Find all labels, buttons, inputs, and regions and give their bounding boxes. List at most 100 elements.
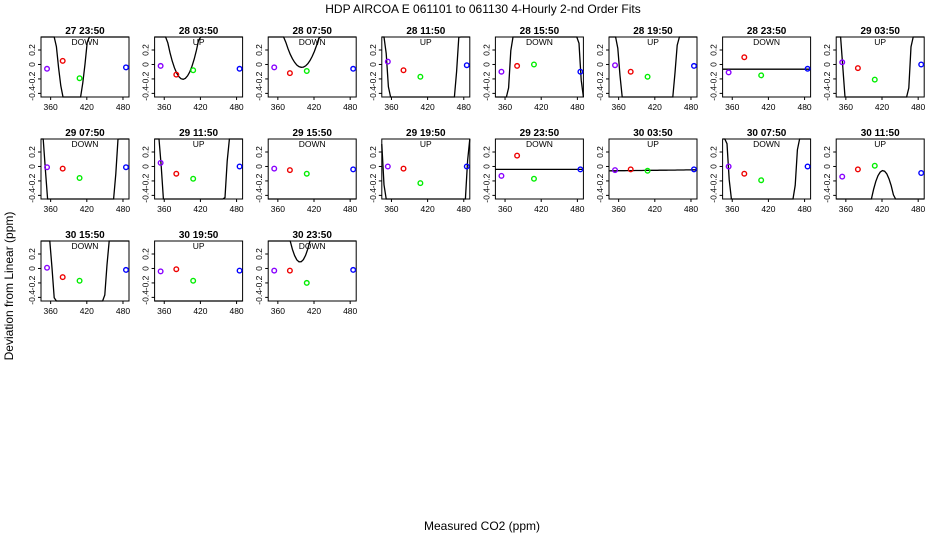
- x-tick-label: 420: [875, 102, 889, 112]
- data-point: [122, 64, 129, 71]
- panel-subtitle: DOWN: [526, 37, 553, 47]
- y-tick-label: -0.4: [141, 188, 151, 203]
- y-tick-label: -0.2: [27, 71, 37, 86]
- panel-subtitle: UP: [647, 139, 659, 149]
- x-tick-label: 420: [193, 204, 207, 214]
- y-tick-label: -0.2: [141, 71, 151, 86]
- data-point: [173, 266, 180, 273]
- panel-frame: [154, 36, 244, 98]
- panel-title: 30 03:50: [633, 128, 673, 139]
- data-point: [644, 73, 651, 80]
- y-tick-label: 0.2: [822, 44, 832, 56]
- data-point: [44, 65, 51, 72]
- fit-curve: [41, 240, 129, 302]
- panel-frame: [40, 36, 130, 98]
- data-point: [854, 166, 861, 173]
- panel-title: 28 19:50: [633, 26, 673, 37]
- y-tick-label: 0: [141, 164, 151, 169]
- x-tick-label: 420: [875, 204, 889, 214]
- data-point: [741, 170, 748, 177]
- y-tick-label: 0: [254, 164, 264, 169]
- data-point: [271, 165, 278, 172]
- panel-title: 30 23:50: [292, 230, 332, 241]
- panel-frame: [722, 36, 812, 98]
- x-tick-label: 360: [725, 204, 739, 214]
- data-point: [44, 264, 51, 271]
- y-tick-label: -0.4: [141, 86, 151, 101]
- x-tick-label: 420: [307, 204, 321, 214]
- data-point: [303, 279, 310, 286]
- data-point: [758, 72, 765, 79]
- data-point: [350, 166, 357, 173]
- data-point: [286, 267, 293, 274]
- y-tick-label: 0: [822, 62, 832, 67]
- data-point: [173, 71, 180, 78]
- x-tick-label: 360: [839, 102, 853, 112]
- data-point: [303, 170, 310, 177]
- panel-title: 30 11:50: [861, 128, 900, 139]
- y-tick-label: 0: [254, 266, 264, 271]
- data-point: [627, 166, 634, 173]
- data-point: [854, 65, 861, 72]
- data-point: [871, 76, 878, 83]
- x-tick-label: 360: [725, 102, 739, 112]
- data-point: [286, 167, 293, 174]
- data-point: [236, 65, 243, 72]
- x-tick-label: 480: [684, 204, 698, 214]
- fit-curve: [609, 36, 697, 98]
- y-tick-label: -0.2: [141, 173, 151, 188]
- y-tick-label: -0.2: [595, 173, 605, 188]
- y-tick-label: -0.4: [709, 188, 719, 203]
- y-tick-label: -0.2: [709, 173, 719, 188]
- data-point: [76, 175, 83, 182]
- data-point: [514, 62, 521, 69]
- x-tick-label: 360: [271, 204, 285, 214]
- y-tick-label: -0.4: [254, 290, 264, 305]
- y-tick-label: -0.4: [254, 188, 264, 203]
- y-tick-label: -0.2: [27, 173, 37, 188]
- x-tick-label: 360: [271, 102, 285, 112]
- y-tick-label: 0.2: [27, 146, 37, 158]
- data-point: [384, 58, 391, 65]
- panel-title: 30 19:50: [179, 230, 219, 241]
- y-tick-label: -0.2: [368, 173, 378, 188]
- x-tick-label: 360: [157, 204, 171, 214]
- fit-curve: [154, 36, 243, 80]
- x-tick-label: 420: [648, 102, 662, 112]
- x-tick-label: 480: [911, 204, 925, 214]
- panel-frame: [608, 138, 698, 200]
- panel-title: 30 07:50: [747, 128, 787, 139]
- data-point: [190, 175, 197, 182]
- y-tick-label: 0.2: [141, 146, 151, 158]
- y-tick-label: 0: [595, 164, 605, 169]
- y-tick-label: -0.4: [595, 86, 605, 101]
- data-point: [76, 277, 83, 284]
- y-tick-label: -0.4: [254, 86, 264, 101]
- y-tick-label: -0.2: [254, 275, 264, 290]
- x-tick-label: 420: [421, 204, 435, 214]
- fit-curve: [41, 138, 129, 200]
- y-tick-label: 0.2: [27, 44, 37, 56]
- data-point: [400, 165, 407, 172]
- panel-title: 28 07:50: [292, 26, 332, 37]
- data-point: [918, 169, 925, 176]
- y-tick-label: 0: [709, 164, 719, 169]
- data-point: [690, 62, 697, 69]
- panel-title: 28 03:50: [179, 26, 219, 37]
- y-tick-label: 0.2: [481, 146, 491, 158]
- y-tick-label: 0: [141, 266, 151, 271]
- data-point: [122, 266, 129, 273]
- y-tick-label: -0.4: [481, 86, 491, 101]
- panel-title: 28 11:50: [406, 26, 445, 37]
- data-point: [498, 68, 505, 75]
- x-tick-label: 360: [44, 306, 58, 316]
- data-point: [463, 62, 470, 69]
- x-tick-label: 420: [421, 102, 435, 112]
- y-tick-label: -0.2: [254, 173, 264, 188]
- y-tick-label: -0.4: [368, 86, 378, 101]
- panel-subtitle: DOWN: [299, 37, 326, 47]
- y-tick-label: 0.2: [368, 146, 378, 158]
- y-tick-label: 0: [254, 62, 264, 67]
